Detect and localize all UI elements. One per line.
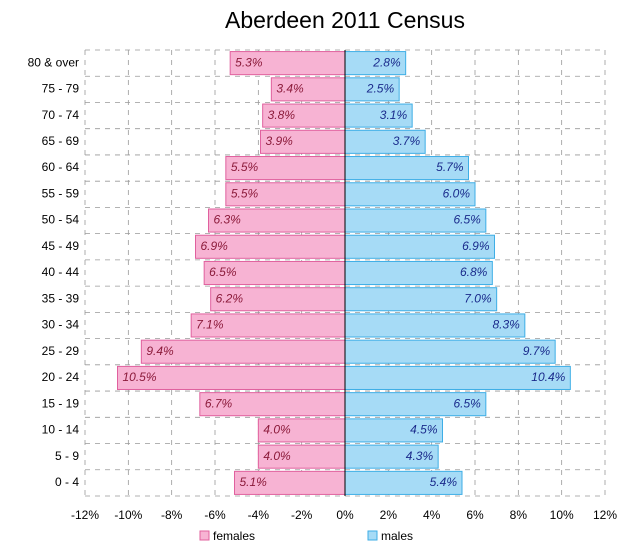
value-label: 9.4%: [146, 344, 174, 358]
y-tick-label: 10 - 14: [42, 423, 80, 437]
legend-label: females: [213, 529, 255, 543]
value-label: 3.1%: [380, 108, 408, 122]
value-label: 5.5%: [231, 160, 259, 174]
value-label: 10.5%: [123, 370, 157, 384]
x-tick-label: 10%: [550, 508, 574, 522]
y-tick-label: 50 - 54: [42, 213, 80, 227]
value-label: 5.4%: [430, 475, 458, 489]
y-tick-label: 20 - 24: [42, 370, 80, 384]
value-label: 8.3%: [492, 318, 520, 332]
x-tick-label: -2%: [291, 508, 313, 522]
y-tick-label: 80 & over: [28, 55, 79, 69]
value-label: 9.7%: [523, 344, 551, 358]
x-tick-label: 8%: [510, 508, 528, 522]
chart-title: Aberdeen 2011 Census: [225, 7, 465, 33]
value-label: 6.0%: [443, 186, 471, 200]
y-tick-label: 25 - 29: [42, 344, 80, 358]
value-label: 3.8%: [268, 108, 296, 122]
x-tick-label: -12%: [71, 508, 99, 522]
value-label: 6.9%: [462, 239, 490, 253]
y-tick-label: 55 - 59: [42, 186, 80, 200]
value-label: 6.5%: [453, 396, 481, 410]
y-tick-label: 60 - 64: [42, 160, 80, 174]
x-tick-label: -8%: [161, 508, 183, 522]
legend-swatch: [199, 530, 210, 541]
value-label: 3.4%: [276, 82, 304, 96]
value-label: 6.7%: [205, 396, 233, 410]
value-label: 3.9%: [266, 134, 294, 148]
value-label: 5.1%: [240, 475, 268, 489]
x-tick-label: 12%: [593, 508, 617, 522]
legend-label: males: [381, 529, 413, 543]
value-label: 7.1%: [196, 318, 224, 332]
value-label: 6.9%: [201, 239, 229, 253]
value-label: 6.8%: [460, 265, 488, 279]
value-label: 2.8%: [372, 55, 401, 69]
value-label: 4.0%: [263, 423, 291, 437]
value-label: 5.5%: [231, 186, 259, 200]
value-label: 5.3%: [235, 55, 263, 69]
value-label: 2.5%: [366, 82, 395, 96]
x-tick-label: -4%: [248, 508, 270, 522]
y-tick-label: 15 - 19: [42, 396, 80, 410]
y-tick-label: 5 - 9: [55, 449, 79, 463]
value-label: 6.3%: [214, 213, 242, 227]
value-label: 5.7%: [436, 160, 464, 174]
value-label: 6.5%: [453, 213, 481, 227]
value-label: 3.7%: [393, 134, 421, 148]
value-label: 6.2%: [216, 291, 244, 305]
y-tick-label: 70 - 74: [42, 108, 80, 122]
value-label: 10.4%: [531, 370, 565, 384]
value-label: 7.0%: [464, 291, 492, 305]
x-tick-label: 6%: [466, 508, 484, 522]
value-label: 6.5%: [209, 265, 237, 279]
value-label: 4.0%: [263, 449, 291, 463]
y-tick-label: 45 - 49: [42, 239, 80, 253]
legend-swatch: [367, 530, 378, 541]
x-tick-label: -10%: [114, 508, 142, 522]
y-tick-label: 40 - 44: [42, 265, 80, 279]
x-tick-label: -6%: [204, 508, 226, 522]
x-tick-label: 2%: [380, 508, 398, 522]
value-label: 4.3%: [406, 449, 434, 463]
value-label: 4.5%: [410, 423, 438, 437]
y-tick-label: 30 - 34: [42, 318, 80, 332]
x-tick-label: 0%: [336, 508, 354, 522]
y-tick-label: 75 - 79: [42, 82, 80, 96]
y-tick-label: 0 - 4: [55, 475, 79, 489]
x-tick-label: 4%: [423, 508, 441, 522]
y-tick-label: 35 - 39: [42, 291, 80, 305]
y-tick-label: 65 - 69: [42, 134, 80, 148]
